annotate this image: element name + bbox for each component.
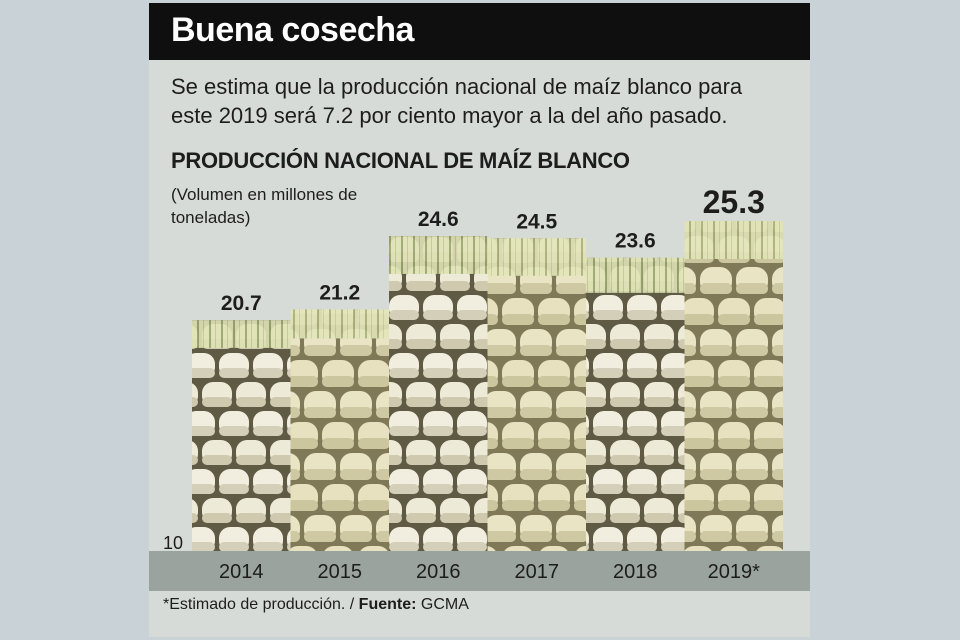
- bar-2019: [684, 221, 783, 551]
- source-label: Fuente:: [358, 596, 417, 613]
- page-title: Buena cosecha: [171, 11, 414, 49]
- y-axis-label: (Volumen en millones de toneladas): [171, 185, 358, 227]
- bars-group: [192, 221, 783, 552]
- bar-tint-2017: [487, 238, 586, 552]
- bar-tint-2019: [684, 221, 783, 551]
- bar-fill-2018: [586, 257, 685, 551]
- bar-2016: [389, 236, 488, 552]
- bar-fill-2017: [487, 238, 586, 552]
- value-label-2014: 20.7: [221, 292, 262, 315]
- bar-husk-2019: [684, 221, 783, 259]
- value-labels-group: 20.7 21.2 24.6 24.5 23.6 25.3: [221, 184, 765, 315]
- bar-2014: [192, 320, 291, 551]
- footnote-note: *Estimado de producción. /: [163, 596, 359, 613]
- lede-text: Se estima que la producción nacional de …: [171, 74, 743, 128]
- x-tick-2018: 2018: [613, 561, 658, 583]
- x-tick-2017: 2017: [515, 561, 560, 583]
- bar-husk-2014: [192, 320, 291, 348]
- bar-tint-2015: [290, 309, 389, 551]
- x-tick-2016: 2016: [416, 561, 461, 583]
- x-tick-2019: 2019*: [708, 561, 760, 583]
- bar-fill-2015: [290, 309, 389, 551]
- bar-2015: [290, 309, 389, 551]
- footnote: *Estimado de producción. / Fuente: GCMA: [163, 596, 469, 614]
- bar-fill-2016: [389, 236, 488, 552]
- x-ticks-group: 2014 2015 2016 2017 2018 2019*: [219, 561, 760, 583]
- axis-band: [149, 551, 810, 591]
- value-label-2015: 21.2: [319, 281, 360, 304]
- chart-title: PRODUCCIÓN NACIONAL DE MAÍZ BLANCO: [171, 148, 630, 173]
- bar-husk-2016: [389, 236, 488, 274]
- bar-2017: [487, 238, 586, 552]
- x-tick-2014: 2014: [219, 561, 264, 583]
- bar-fill-2019: [684, 221, 783, 551]
- value-label-2016: 24.6: [418, 208, 459, 231]
- y-tick-label: 10: [163, 533, 183, 553]
- x-tick-2015: 2015: [318, 561, 363, 583]
- value-label-2017: 24.5: [516, 210, 557, 233]
- title-bar: Buena cosecha: [149, 3, 810, 60]
- value-label-2019: 25.3: [703, 184, 765, 220]
- bar-husk-2018: [586, 257, 685, 293]
- source-name: GCMA: [416, 596, 469, 613]
- bar-2018: [586, 257, 685, 551]
- value-label-2018: 23.6: [615, 230, 656, 253]
- bar-chart: 20.7 21.224.6 24.523.625.3 2014 2015 2016 201…: [163, 184, 783, 583]
- bar-husk-2015: [290, 309, 389, 339]
- bar-fill-2014: [192, 320, 291, 551]
- bar-husk-2017: [487, 238, 586, 276]
- infographic-card: Buena cosecha Se estima que la producció…: [149, 3, 810, 637]
